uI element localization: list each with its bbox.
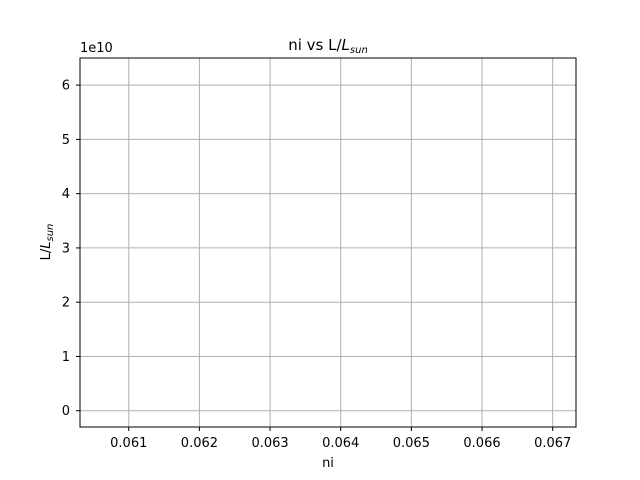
- y-tick-label: 5: [62, 133, 70, 148]
- grid: [80, 58, 576, 427]
- x-tick-label: 0.067: [534, 436, 571, 451]
- y-axis-label-symbol: L: [39, 242, 54, 249]
- x-tick-label: 0.065: [393, 436, 430, 451]
- x-tick-label: 0.061: [110, 436, 147, 451]
- y-tick-label: 1: [62, 350, 70, 365]
- chart-title-subscript: sun: [350, 45, 368, 56]
- x-axis-label: ni: [322, 456, 334, 471]
- y-axis-label-prefix: L/: [39, 248, 54, 260]
- y-tick-label: 0: [62, 404, 70, 419]
- chart-title-symbol: L: [342, 36, 350, 54]
- y-tick-label: 6: [62, 79, 70, 94]
- x-axis: 0.061 0.062 0.063 0.064 0.065 0.066 0.067: [110, 427, 571, 451]
- y-axis-label-subscript: sun: [45, 224, 56, 242]
- y-tick-label: 2: [62, 296, 70, 311]
- y-axis-label: L/Lsun: [39, 224, 56, 261]
- x-tick-label: 0.063: [251, 436, 288, 451]
- plot-area: [79, 57, 577, 428]
- y-axis: 0 1 2 3 4 5 6: [62, 79, 80, 419]
- x-tick-label: 0.066: [463, 436, 500, 451]
- chart-title-prefix: ni vs L/: [288, 36, 342, 54]
- chart-title: ni vs L/Lsun: [288, 36, 368, 56]
- x-tick-label: 0.062: [181, 436, 218, 451]
- y-tick-label: 4: [62, 187, 70, 202]
- x-tick-label: 0.064: [322, 436, 359, 451]
- y-tick-label: 3: [62, 241, 70, 256]
- y-offset-label: 1e10: [80, 41, 113, 56]
